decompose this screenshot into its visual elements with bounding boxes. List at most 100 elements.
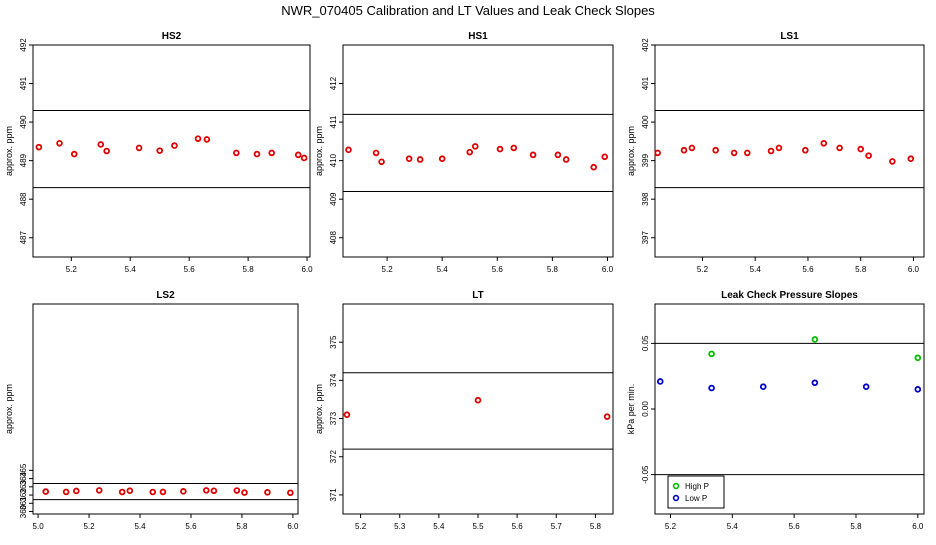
legend-label: High P bbox=[685, 482, 709, 491]
y-tick-label: 490 bbox=[19, 115, 28, 129]
data-point bbox=[118, 488, 126, 496]
data-point bbox=[510, 144, 518, 152]
x-tick-label: 5.4 bbox=[750, 265, 762, 274]
data-point bbox=[126, 487, 134, 494]
y-tick-label: -0.05 bbox=[641, 465, 650, 484]
x-tick-label: 5.6 bbox=[802, 265, 814, 274]
y-tick-label: 487 bbox=[19, 231, 28, 245]
y-tick-label: 411 bbox=[329, 115, 338, 128]
y-tick-label: 398 bbox=[641, 192, 650, 206]
data-point bbox=[775, 144, 783, 152]
data-point bbox=[466, 148, 474, 156]
y-tick-label: 401 bbox=[641, 76, 650, 90]
data-point bbox=[56, 139, 63, 147]
figure-title: NWR_070405 Calibration and LT Values and… bbox=[281, 3, 655, 18]
data-point bbox=[202, 487, 210, 494]
data-point bbox=[35, 143, 43, 151]
x-tick-label: 5.2 bbox=[66, 265, 78, 274]
y-axis-label: approx. ppm bbox=[314, 126, 324, 176]
data-point bbox=[601, 153, 609, 161]
data-point bbox=[156, 147, 164, 154]
data-point bbox=[603, 413, 611, 420]
data-point bbox=[471, 143, 479, 150]
y-tick-label: 489 bbox=[19, 153, 28, 167]
y-tick-label: 375 bbox=[329, 335, 338, 349]
data-point bbox=[590, 163, 598, 171]
y-tick-label: 488 bbox=[19, 192, 28, 206]
data-point bbox=[253, 150, 261, 158]
plot-frame bbox=[342, 303, 614, 515]
x-tick-label: 6.0 bbox=[287, 522, 299, 531]
y-tick-label: 365 bbox=[19, 463, 28, 477]
data-point bbox=[264, 489, 271, 496]
data-point bbox=[654, 149, 661, 157]
y-tick-label: 408 bbox=[329, 231, 338, 245]
x-tick-label: 5.4 bbox=[437, 265, 449, 274]
data-point bbox=[820, 139, 828, 147]
data-point bbox=[405, 155, 413, 163]
x-tick-label: 5.8 bbox=[236, 522, 248, 531]
x-tick-label: 5.8 bbox=[850, 522, 862, 531]
data-point bbox=[889, 158, 896, 165]
x-tick-label: 5.2 bbox=[382, 265, 394, 274]
data-point bbox=[562, 156, 570, 163]
y-tick-label: 397 bbox=[641, 231, 650, 245]
data-point bbox=[294, 151, 302, 159]
data-point bbox=[708, 350, 715, 358]
data-point bbox=[474, 396, 482, 404]
data-point bbox=[680, 146, 688, 154]
y-tick-label: 402 bbox=[641, 38, 650, 52]
panel-title: LT bbox=[472, 290, 483, 301]
y-tick-label: 371 bbox=[329, 488, 338, 502]
data-point bbox=[194, 135, 202, 142]
data-point bbox=[914, 354, 922, 362]
data-point bbox=[233, 487, 241, 494]
data-point bbox=[759, 383, 767, 390]
x-tick-label: 5.6 bbox=[492, 265, 504, 274]
x-tick-label: 5.8 bbox=[855, 265, 867, 274]
y-tick-label: 362 bbox=[19, 488, 28, 502]
legend-box bbox=[667, 475, 725, 509]
data-point bbox=[268, 149, 275, 157]
data-point bbox=[857, 145, 865, 153]
data-point bbox=[730, 149, 738, 157]
y-tick-label: 363 bbox=[19, 480, 28, 494]
x-tick-label: 5.6 bbox=[789, 522, 801, 531]
data-point bbox=[300, 154, 308, 162]
y-tick-label: 360 bbox=[19, 504, 28, 518]
x-tick-label: 5.6 bbox=[184, 265, 196, 274]
data-point bbox=[203, 136, 211, 143]
data-point bbox=[907, 155, 915, 163]
x-tick-label: 6.0 bbox=[301, 265, 313, 274]
data-point bbox=[767, 147, 775, 155]
y-tick-label: 412 bbox=[329, 76, 338, 90]
data-point bbox=[656, 378, 664, 385]
data-point bbox=[97, 141, 105, 148]
data-point bbox=[529, 151, 537, 159]
panel-0: HS2 approx. ppm 5.2 5.4 5.6 5.8 6.0 487 488 489 49… bbox=[4, 31, 313, 274]
data-point bbox=[233, 149, 240, 157]
data-point bbox=[836, 144, 843, 152]
data-point bbox=[372, 149, 380, 157]
data-point bbox=[171, 142, 178, 149]
data-point bbox=[802, 146, 809, 154]
data-point bbox=[135, 144, 143, 152]
x-tick-label: 5.3 bbox=[394, 522, 406, 531]
y-tick-label: 0.00 bbox=[641, 401, 650, 417]
x-tick-label: 6.0 bbox=[912, 522, 924, 531]
x-tick-label: 5.8 bbox=[590, 522, 602, 531]
data-point bbox=[180, 488, 187, 495]
x-tick-label: 5.8 bbox=[243, 265, 255, 274]
data-point bbox=[438, 155, 446, 163]
x-tick-label: 6.0 bbox=[908, 265, 920, 274]
y-tick-label: 364 bbox=[19, 471, 28, 485]
data-point bbox=[287, 489, 294, 497]
y-tick-label: 492 bbox=[19, 38, 28, 52]
data-point bbox=[378, 158, 385, 166]
y-tick-label: 399 bbox=[641, 153, 650, 167]
x-tick-label: 5.2 bbox=[665, 522, 677, 531]
data-point bbox=[149, 488, 157, 496]
data-point bbox=[416, 156, 424, 163]
data-point bbox=[496, 145, 504, 153]
